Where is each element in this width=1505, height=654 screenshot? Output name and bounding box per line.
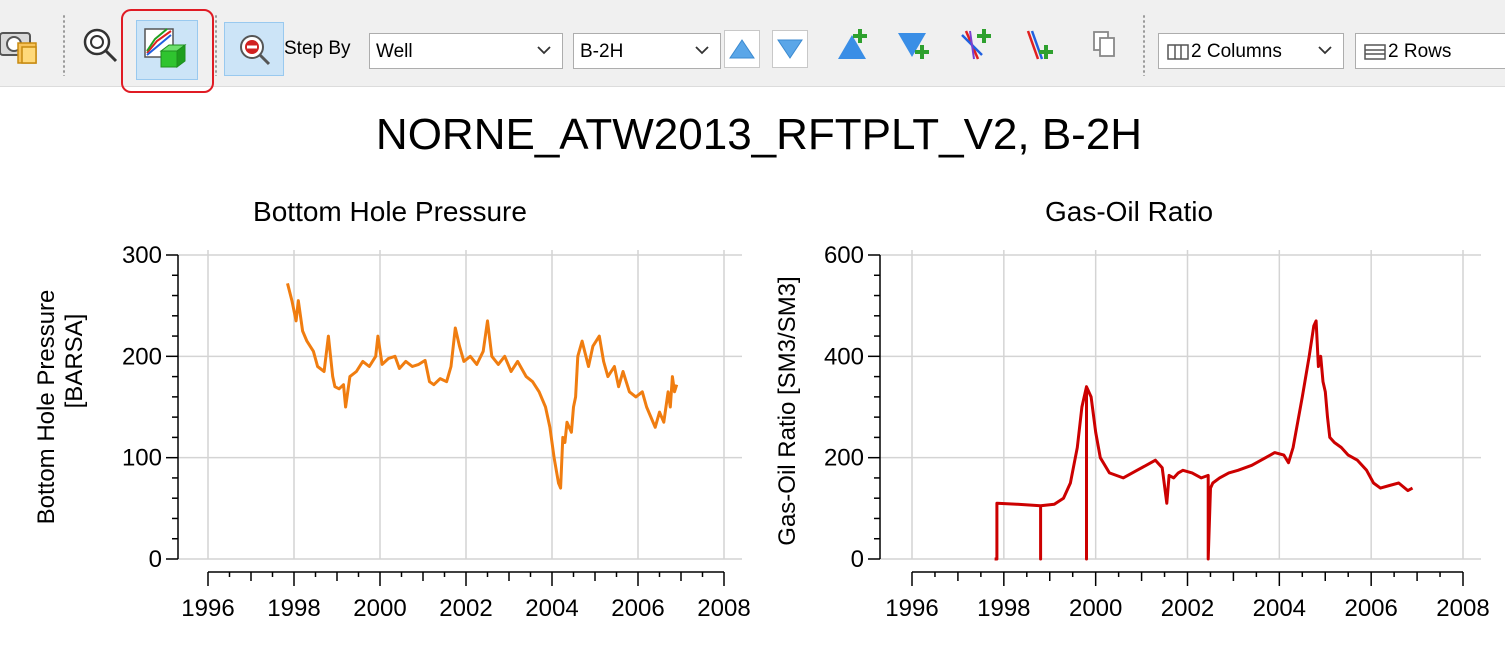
step-by-combo[interactable]: Well	[369, 33, 563, 69]
y-axis-label-line2: [BARSA]	[61, 314, 88, 409]
add-track-icon	[1026, 30, 1053, 60]
y-tick-label: 0	[851, 546, 864, 573]
camera-icon	[0, 32, 37, 64]
plot-title-bhp: Bottom Hole Pressure	[253, 196, 527, 227]
add-above-icon	[838, 29, 867, 59]
next-well-button[interactable]	[772, 30, 808, 68]
triangle-up-icon	[729, 39, 755, 59]
toolbar-separator	[1142, 14, 1146, 76]
rows-value: 2 Rows	[1388, 41, 1452, 62]
y-tick-label: 0	[149, 546, 162, 573]
add-plot-below-button[interactable]	[890, 20, 938, 70]
step-by-label: Step By	[284, 38, 351, 59]
zoom-all-button[interactable]	[76, 20, 124, 70]
x-tick-label: 2008	[697, 595, 750, 622]
x-tick-label: 1996	[885, 595, 938, 622]
x-tick-label: 2004	[1253, 595, 1306, 622]
series-line-1	[994, 319, 1414, 561]
highlight-frame	[121, 9, 214, 93]
x-tick-label: 2004	[525, 595, 578, 622]
snapshot-button[interactable]	[0, 20, 42, 70]
x-tick-label: 2000	[1069, 595, 1122, 622]
copy-plot-button[interactable]	[1080, 20, 1128, 70]
x-tick-label: 1998	[267, 595, 320, 622]
y-axis-label: Gas-Oil Ratio [SM3/SM3]	[774, 276, 801, 545]
x-tick-label: 2006	[1344, 595, 1397, 622]
add-curves-icon	[961, 29, 991, 60]
columns-value: 2 Columns	[1191, 41, 1282, 62]
x-tick-label: 2000	[353, 595, 406, 622]
chart-0: 0 100 200 300 1996 1998 2000 2002 2004 2006 2008 Bo…	[33, 242, 751, 622]
toolbar-separator	[214, 14, 218, 76]
copy-icon	[1093, 31, 1115, 57]
chevron-down-icon	[695, 46, 709, 55]
rows-icon	[1364, 44, 1386, 60]
y-tick-label: 100	[122, 445, 162, 472]
well-combo[interactable]: B-2H	[573, 33, 721, 69]
chevron-down-icon	[537, 46, 551, 55]
y-tick-label: 300	[122, 242, 162, 269]
step-by-value: Well	[376, 41, 413, 62]
x-tick-label: 1998	[977, 595, 1030, 622]
add-plot-right-button[interactable]	[952, 20, 1000, 70]
y-tick-label: 400	[824, 343, 864, 370]
series-line-0	[286, 283, 679, 490]
curve-creator-button[interactable]	[136, 20, 198, 80]
y-tick-label: 200	[824, 445, 864, 472]
columns-combo[interactable]: 2 Columns	[1158, 33, 1344, 69]
toolbar-separator	[62, 14, 66, 76]
triangle-down-icon	[777, 39, 803, 59]
y-tick-label: 600	[824, 242, 864, 269]
rows-combo[interactable]: 2 Rows	[1355, 33, 1505, 69]
zoom-out-icon	[240, 35, 271, 66]
x-tick-label: 2008	[1436, 595, 1489, 622]
chart-1: 0 200 400 600 1996 1998 2000 2002 2004 2006 2008 Ga…	[774, 242, 1490, 622]
y-axis-label-line1: Bottom Hole Pressure	[33, 290, 60, 525]
zoom-stepping-button[interactable]	[224, 22, 284, 76]
plot-window-title: NORNE_ATW2013_RFTPLT_V2, B-2H	[375, 110, 1143, 159]
x-tick-label: 2006	[611, 595, 664, 622]
x-tick-label: 1996	[181, 595, 234, 622]
plot-title-gor: Gas-Oil Ratio	[1044, 196, 1214, 227]
x-tick-label: 2002	[439, 595, 492, 622]
add-plot-to-right-button[interactable]	[1014, 20, 1062, 70]
magnifier-icon	[83, 28, 118, 63]
plot-curves-icon	[144, 28, 187, 68]
x-tick-label: 2002	[1161, 595, 1214, 622]
chevron-down-icon	[1318, 46, 1332, 55]
add-plot-above-button[interactable]	[830, 20, 878, 70]
y-tick-label: 200	[122, 343, 162, 370]
well-value: B-2H	[580, 41, 624, 62]
previous-well-button[interactable]	[724, 30, 760, 68]
columns-icon	[1167, 44, 1189, 60]
plot-toolbar: Step By Well B-2H	[0, 0, 1505, 93]
add-below-icon	[898, 33, 929, 59]
